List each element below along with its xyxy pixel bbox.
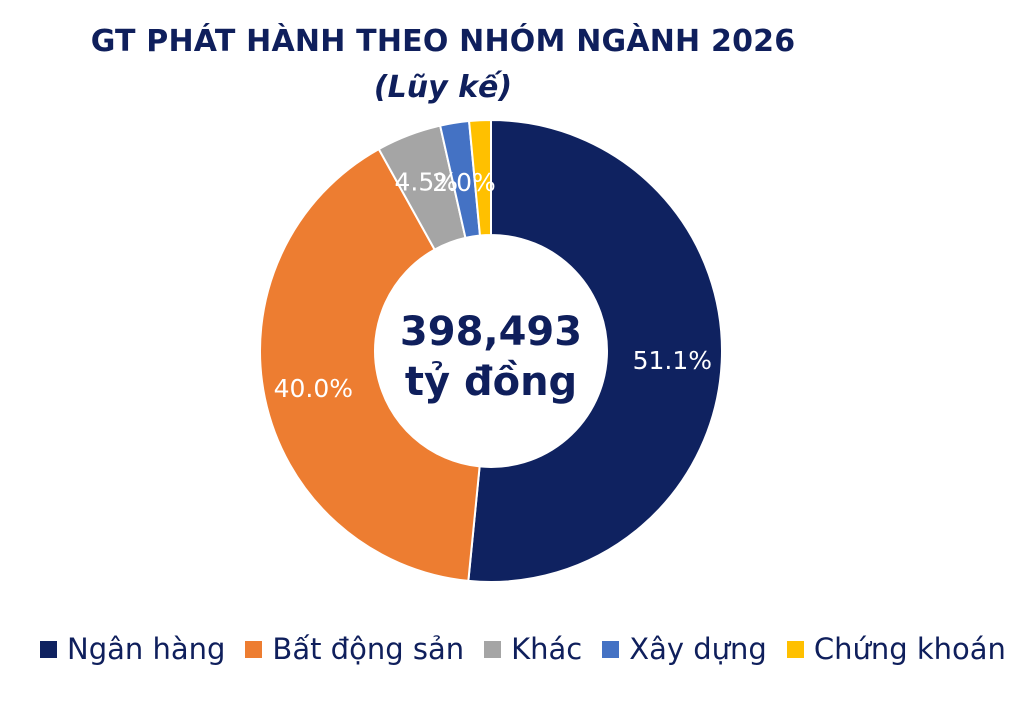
slice-0	[467, 118, 724, 583]
chart-title: GT PHÁT HÀNH THEO NHÓM NGÀNH 2026	[90, 24, 796, 59]
slice-label-2: 4.5%	[395, 167, 459, 196]
legend-item-0: Ngân hàng	[40, 632, 225, 666]
legend-swatch-3	[602, 640, 620, 658]
legend-item-2: Khác	[484, 632, 582, 666]
legend-item-3: Xây dựng	[602, 632, 767, 666]
legend-label-0: Ngân hàng	[67, 632, 226, 666]
slice-label-3: 2.0%	[432, 168, 496, 197]
donut-slices	[259, 118, 724, 583]
chart-subtitle: (Lũy kế)	[373, 70, 513, 105]
center-unit: tỷ đồng	[405, 359, 577, 405]
legend-swatch-2	[484, 640, 502, 658]
legend-item-1: Bất động sản	[245, 632, 464, 666]
legend-label-4: Chứng khoán	[813, 632, 1006, 666]
slice-labels: 51.1% 40.0% 4.5%2.0%	[274, 167, 712, 402]
legend-item-4: Chứng khoán	[786, 632, 1006, 666]
legend-label-1: Bất động sản	[272, 632, 465, 666]
legend-label-3: Xây dựng	[629, 632, 767, 666]
slice-label-1: 40.0%	[274, 374, 353, 403]
legend-swatch-1	[245, 640, 263, 658]
center-value: 398,493	[400, 309, 582, 355]
legend-swatch-4	[786, 640, 804, 658]
chart-legend: Ngân hàng Bất động sản Khác Xây dựng Chứng k…	[40, 632, 1006, 666]
slice-4	[467, 118, 492, 237]
donut-chart: 51.1% 40.0% 4.5%2.0% 398,493 tỷ đồng	[259, 118, 724, 583]
slice-label-0: 51.1%	[633, 346, 712, 375]
slice-1	[259, 147, 481, 582]
legend-label-2: Khác	[511, 632, 583, 666]
legend-swatch-0	[40, 640, 57, 658]
